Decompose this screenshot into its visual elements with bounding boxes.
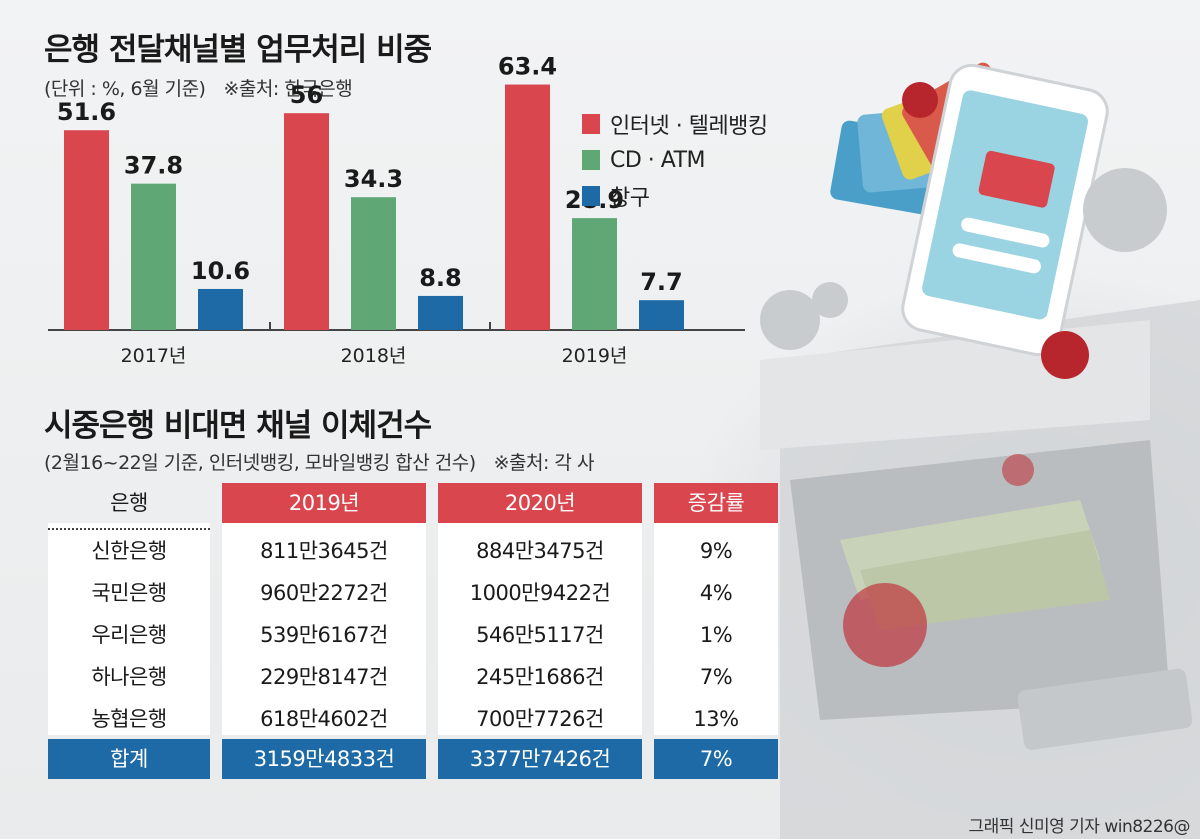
table-cell-bank: 농협은행 [91, 707, 167, 731]
data-label-0-2: 10.6 [191, 257, 250, 285]
table-total-label: 합계 [48, 739, 210, 779]
table-cell-bank: 신한은행 [91, 539, 167, 563]
bar-1-0 [284, 113, 329, 331]
chart-unit: (단위 : %, 6월 기준) [44, 78, 206, 100]
chart-legend: 인터넷 · 텔레뱅킹 CD · ATM 창구 [582, 106, 768, 214]
table-source: ※출처: 각 사 [493, 452, 595, 474]
table-header-bank: 은행 [110, 491, 148, 515]
table-cell-2019: 618만4602건 [260, 707, 388, 731]
table-col-bank-bg [48, 523, 210, 735]
legend-item-counter: 창구 [582, 178, 768, 214]
bar-2-0 [505, 84, 550, 330]
legend-label-internet: 인터넷 · 텔레뱅킹 [610, 114, 768, 139]
table-col-2020-bg [438, 523, 642, 735]
table-cell-2020: 546만5117건 [476, 623, 604, 647]
table-cell-bank: 하나은행 [91, 665, 167, 689]
legend-swatch-cd-atm [582, 150, 600, 170]
table-row: 우리은행 539만6167건 546만5117건 1% [48, 615, 778, 655]
table-cell-rate: 1% [699, 623, 733, 647]
chart-title: 은행 전달채널별 업무처리 비중 [44, 32, 432, 68]
x-tick-label-1: 2018년 [341, 345, 407, 367]
table-cell-2020: 884만3475건 [476, 539, 604, 563]
table-basis: (2월16~22일 기준, 인터넷뱅킹, 모바일뱅킹 합산 건수) [44, 452, 476, 474]
table-cell-bank: 국민은행 [91, 581, 167, 605]
table-cell-bank: 우리은행 [91, 623, 167, 647]
table-row: 신한은행 811만3645건 884만3475건 9% [48, 531, 778, 571]
table-total-row: 합계 3159만4833건 3377만7426건 7% [48, 739, 778, 779]
table-subtitle: (2월16~22일 기준, 인터넷뱅킹, 모바일뱅킹 합산 건수) ※출처: 각 … [44, 448, 594, 475]
legend-swatch-internet [582, 114, 600, 134]
bar-1-1 [351, 197, 396, 330]
bar-chart: 51.637.810.62017년5634.38.82018년63.428.97… [48, 53, 745, 367]
table-total-2020: 3377만7426건 [438, 739, 642, 779]
data-label-1-1: 34.3 [344, 165, 403, 193]
data-label-0-0: 51.6 [57, 98, 116, 126]
virus-icon-red-3 [1002, 454, 1034, 486]
bar-2-2 [639, 300, 684, 330]
table-cell-rate: 4% [699, 581, 733, 605]
table-cell-rate: 9% [699, 539, 733, 563]
table-row: 하나은행 229만8147건 245만1686건 7% [48, 657, 778, 697]
table-header-2020: 2020년 [438, 483, 642, 523]
bar-0-1 [131, 183, 176, 330]
chart-subtitle: (단위 : %, 6월 기준) ※출처: 한국은행 [44, 74, 353, 101]
virus-icon-red-4 [843, 583, 927, 667]
table-total-2019: 3159만4833건 [222, 739, 426, 779]
graphic-credit: 그래픽 신미영 기자 win8226@ [968, 817, 1191, 837]
x-tick-label-0: 2017년 [121, 345, 187, 367]
x-tick-label-2: 2019년 [562, 345, 628, 367]
bar-0-2 [198, 288, 243, 330]
table-title: 시중은행 비대면 채널 이체건수 [44, 408, 432, 444]
virus-icon-gray-2 [760, 282, 848, 350]
table-cell-2019: 229만8147건 [260, 665, 388, 689]
data-label-1-0: 56 [290, 81, 323, 109]
data-label-0-1: 37.8 [124, 152, 183, 180]
table-total-rate: 7% [654, 739, 778, 779]
table-cell-2020: 700만7726건 [476, 707, 604, 731]
table-row: 농협은행 618만4602건 700만7726건 13% [48, 699, 778, 739]
smartphone-icon [901, 63, 1109, 357]
virus-icon-red-2 [1041, 331, 1089, 379]
table-cell-2019: 539만6167건 [260, 623, 388, 647]
table-col-2019-bg [222, 523, 426, 735]
chart-source: ※출처: 한국은행 [223, 78, 353, 100]
table-cell-rate: 7% [699, 665, 733, 689]
table-cell-2020: 1000만9422건 [469, 581, 611, 605]
data-label-2-0: 63.4 [498, 53, 557, 81]
legend-item-internet: 인터넷 · 텔레뱅킹 [582, 106, 768, 142]
atm-button [1017, 668, 1193, 750]
banknote-2 [860, 530, 1110, 630]
table-header-rate: 증감률 [654, 483, 778, 523]
legend-item-cd-atm: CD · ATM [582, 142, 768, 178]
legend-label-cd-atm: CD · ATM [610, 147, 706, 173]
table-cell-2020: 245만1686건 [476, 665, 604, 689]
virus-icon-gray-1 [1083, 168, 1167, 252]
data-label-1-2: 8.8 [419, 264, 462, 292]
bar-2-1 [572, 218, 617, 330]
table-row: 국민은행 960만2272건 1000만9422건 4% [48, 573, 778, 613]
table-col-rate-bg [654, 523, 778, 735]
table-cell-2019: 960만2272건 [260, 581, 388, 605]
legend-label-counter: 창구 [610, 186, 650, 211]
data-label-2-2: 7.7 [640, 268, 683, 296]
bar-1-2 [418, 295, 463, 330]
table-header-row: 은행 2019년 2020년 증감률 [48, 483, 778, 523]
virus-icon-red-1 [902, 82, 938, 118]
table-header-2019: 2019년 [222, 483, 426, 523]
table-header-divider [48, 528, 210, 530]
table-cell-rate: 13% [693, 707, 739, 731]
table-cell-2019: 811만3645건 [260, 539, 388, 563]
bar-0-0 [64, 130, 109, 330]
legend-swatch-counter [582, 186, 600, 206]
